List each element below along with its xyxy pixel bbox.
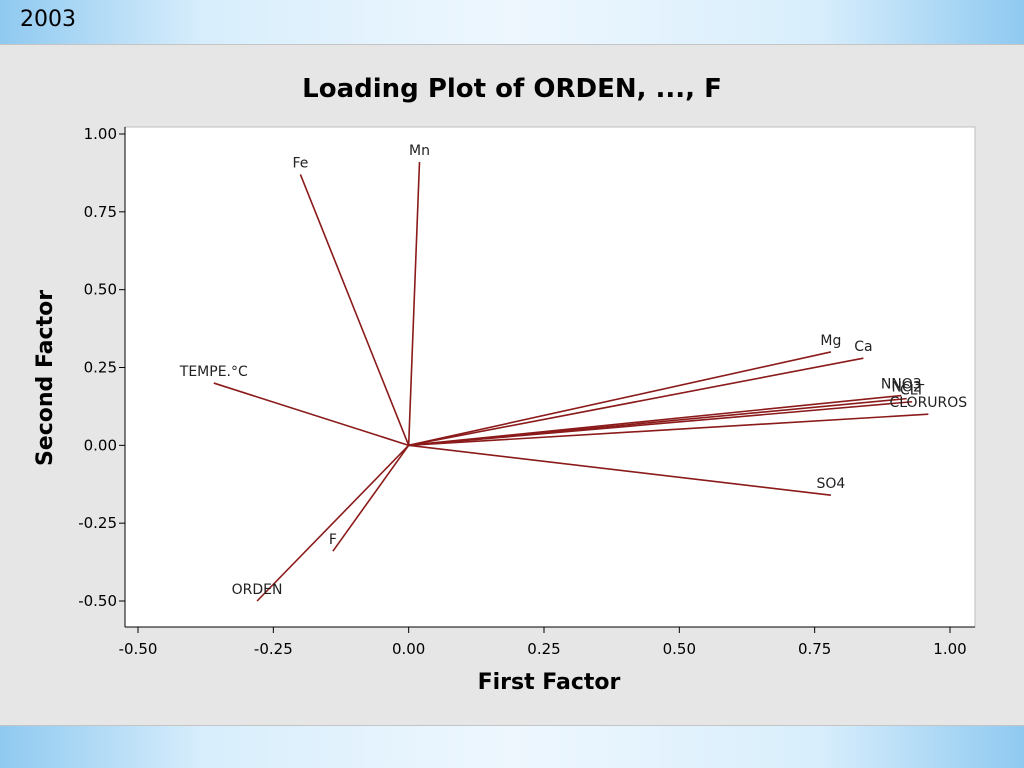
x-tick-label: 0.25: [527, 640, 560, 658]
loading-vector-2: [213, 382, 409, 447]
x-tick-label: 0.00: [392, 640, 425, 658]
loading-label-4: Ca: [854, 339, 872, 355]
loading-label-11: ORDEN: [232, 582, 283, 598]
loading-vector-3: [408, 351, 832, 447]
y-tick-label: 0.25: [84, 359, 117, 377]
y-tick-label: 0.75: [84, 203, 117, 221]
loading-vector-11: [256, 444, 410, 602]
axes: -0.50 -0.25 0.00 0.25 0.50 0.75 1.00 1.00 0.75 0.…: [78, 125, 975, 658]
loading-label-8: CLORUROS: [889, 395, 967, 411]
y-tick-label: 1.00: [84, 125, 117, 143]
x-tick-label: 0.50: [663, 640, 696, 658]
x-tick-label: 1.00: [933, 640, 966, 658]
loading-label-6: NO2: [891, 380, 921, 396]
loading-label-7: CLT: [900, 383, 925, 399]
loading-label-1: Mn: [409, 143, 430, 159]
y-tick-label: -0.25: [78, 514, 117, 532]
plot-area: [124, 126, 976, 628]
x-tick-label: -0.50: [119, 640, 158, 658]
x-tick-label: 0.75: [798, 640, 831, 658]
loading-label-10: F: [329, 532, 337, 548]
slide-year-label: 2003: [20, 7, 76, 32]
chart-title: Loading Plot of ORDEN, ..., F: [302, 74, 722, 104]
y-tick-label: -0.50: [78, 592, 117, 610]
y-tick-label: 0.00: [84, 436, 117, 454]
loading-vector-10: [332, 444, 410, 552]
loading-vector-9: [408, 444, 832, 496]
loading-vector-8: [408, 413, 929, 447]
y-tick-label: 0.50: [84, 281, 117, 299]
y-axis-title: Second Factor: [33, 290, 58, 466]
loading-label-5: NNO3: [881, 377, 922, 393]
loading-label-9: SO4: [816, 476, 845, 492]
loading-label-0: Fe: [292, 155, 308, 171]
loading-label-3: Mg: [820, 333, 841, 349]
loading-vector-0: [299, 174, 410, 446]
x-axis-title: First Factor: [478, 670, 621, 695]
loading-vectors: [213, 161, 929, 602]
loading-label-2: TEMPE.°C: [179, 364, 248, 380]
loading-vector-7: [408, 400, 913, 447]
loading-vector-4: [408, 357, 864, 447]
loading-vector-1: [407, 161, 421, 446]
x-tick-label: -0.25: [254, 640, 293, 658]
